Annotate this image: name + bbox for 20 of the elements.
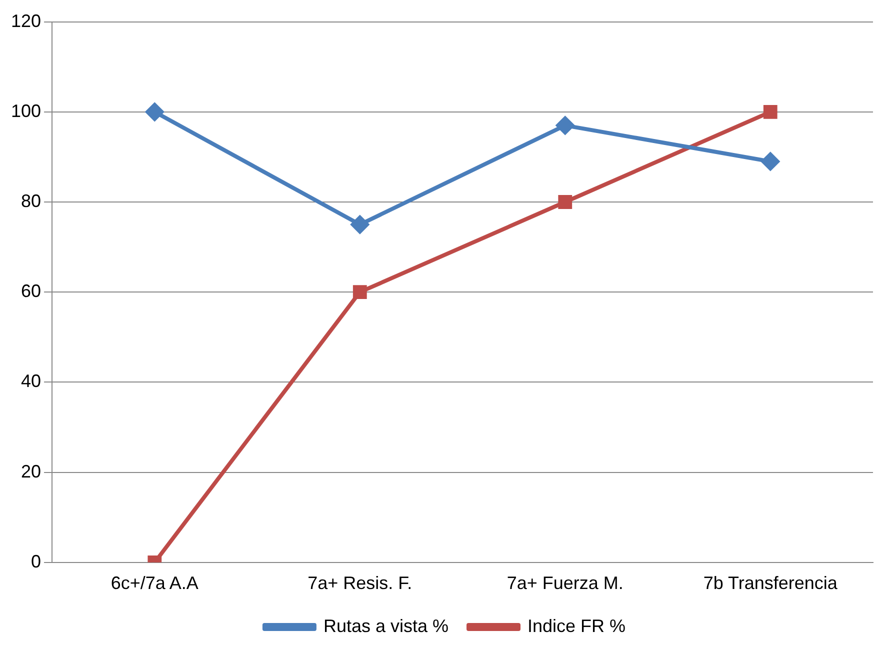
point — [146, 102, 164, 121]
legend-label: Rutas a vista % — [323, 616, 449, 636]
point — [352, 285, 367, 300]
y-tick-label: 80 — [21, 190, 42, 211]
y-tick-label: 120 — [10, 10, 42, 31]
x-tick-label: 7a+ Fuerza M. — [506, 573, 624, 594]
x-tick-label: 7a+ Resis. F. — [308, 573, 412, 594]
point — [350, 216, 369, 234]
y-tick-label: 0 — [31, 551, 42, 572]
y-tick-label: 100 — [10, 100, 42, 121]
point — [761, 152, 780, 170]
legend-label: Indice FR % — [528, 616, 626, 636]
x-tick-label: 7b Transferencia — [703, 573, 838, 594]
x-tick-label: 6c+/7a A.A — [110, 573, 198, 594]
y-tick-label: 20 — [21, 461, 42, 482]
y-tick-label: 60 — [21, 281, 42, 302]
point — [763, 104, 778, 119]
point — [556, 116, 574, 134]
y-tick-label: 40 — [21, 371, 42, 392]
point — [558, 195, 572, 209]
